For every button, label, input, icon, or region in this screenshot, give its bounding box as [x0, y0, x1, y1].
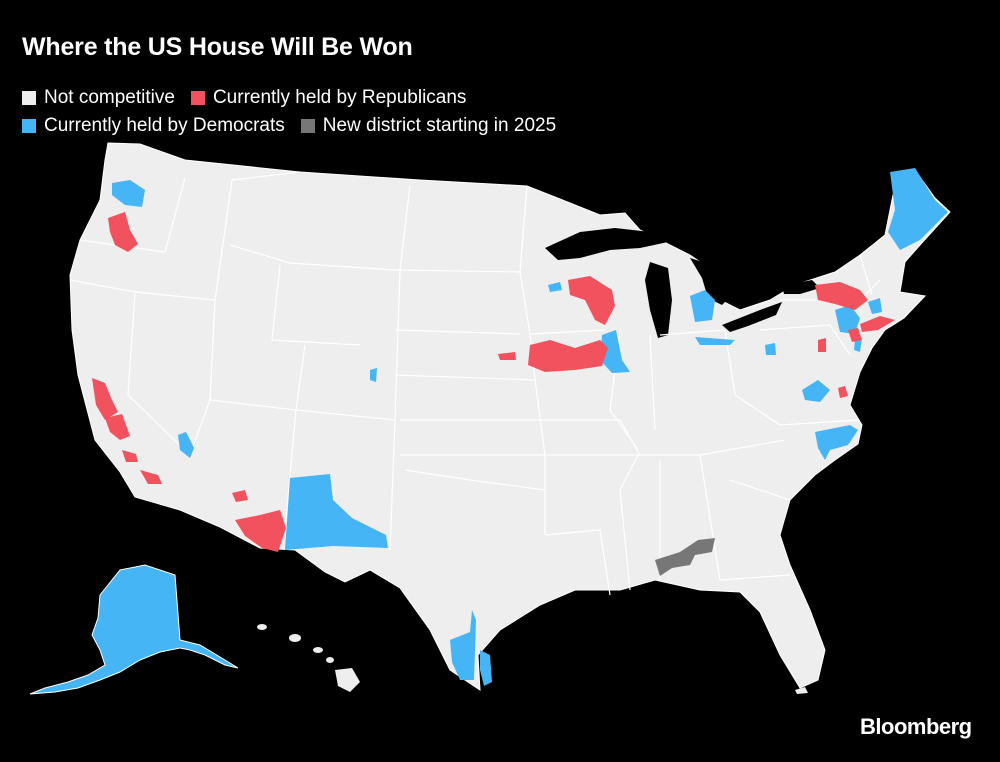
district-ca-north [92, 378, 118, 420]
legend: Not competitive Currently held by Republ… [22, 84, 722, 140]
lake-michigan [645, 262, 672, 338]
district-nj [854, 338, 862, 352]
bloomberg-logo: Bloomberg [860, 714, 972, 739]
district-il [600, 330, 630, 373]
legend-item-new-district: New district starting in 2025 [300, 115, 557, 137]
district-nc [815, 425, 858, 460]
district-tx-valley [450, 610, 476, 680]
lake-huron [690, 258, 735, 305]
district-mi [690, 290, 715, 322]
district-va [802, 380, 830, 402]
district-new-al [655, 538, 715, 576]
chart-title: Where the US House Will Be Won [22, 33, 413, 61]
district-pa [818, 338, 826, 352]
district-oh [695, 337, 735, 345]
district-ia [528, 340, 608, 372]
lake-erie [722, 302, 782, 332]
legend-swatch-republicans [190, 91, 205, 105]
district-ca-south [122, 450, 138, 462]
legend-swatch-not-competitive [22, 91, 36, 105]
district-or [108, 212, 138, 252]
district-ny-long-island [860, 316, 895, 332]
district-wi [548, 282, 562, 292]
legend-label-democrats: Currently held by Democrats [44, 115, 285, 136]
legend-item-not-competitive: Not competitive [22, 87, 175, 109]
district-az-south [235, 510, 286, 552]
district-pa [765, 343, 776, 355]
district-nv [178, 432, 194, 458]
contiguous-us-landmass [69, 142, 951, 691]
republican-districts [92, 212, 895, 552]
democrat-districts [112, 168, 948, 686]
district-az-north [232, 490, 248, 502]
district-ny-upstate [815, 282, 868, 310]
district-tx-coast [480, 650, 492, 686]
district-md [838, 386, 848, 398]
district-ca-central [105, 414, 130, 440]
district-nj [848, 328, 862, 342]
district-ny [835, 305, 860, 334]
alaska [29, 564, 239, 695]
legend-label-republicans: Currently held by Republicans [212, 87, 467, 108]
florida-keys [795, 687, 808, 694]
district-wa [112, 180, 145, 207]
hawaii [257, 624, 360, 692]
legend-item-republicans: Currently held by Republicans [190, 87, 467, 109]
legend-swatch-democrats [22, 119, 36, 133]
district-me [888, 168, 948, 250]
legend-label-not-competitive: Not competitive [44, 87, 175, 108]
district-ne [498, 352, 516, 360]
legend-label-new-district: New district starting in 2025 [322, 115, 557, 136]
district-nm [285, 474, 388, 550]
legend-item-democrats: Currently held by Democrats [22, 115, 285, 137]
district-ca-la [140, 470, 162, 484]
legend-swatch-new-district [300, 119, 315, 133]
lake-superior [545, 228, 668, 260]
lake-ontario [782, 280, 820, 294]
district-wi-mi [568, 276, 615, 325]
district-co [370, 368, 377, 382]
district-ct [868, 298, 882, 314]
